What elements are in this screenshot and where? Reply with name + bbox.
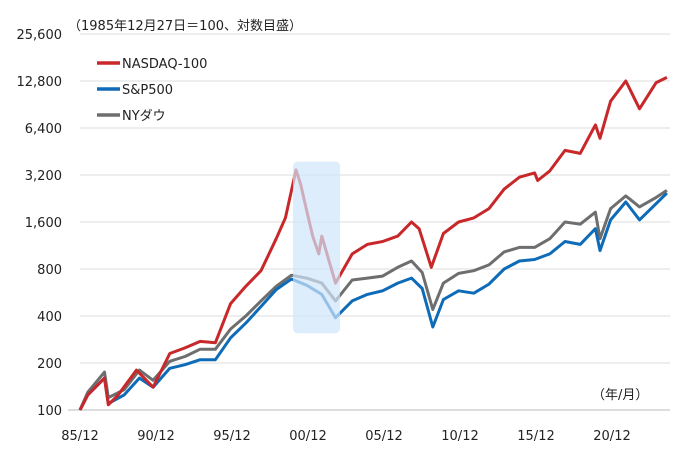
y-tick-label: 12,800 — [17, 75, 63, 90]
x-tick-label: 20/12 — [593, 429, 630, 444]
x-tick-label: 95/12 — [213, 429, 250, 444]
y-tick-label: 6,400 — [25, 122, 62, 137]
y-tick-label: 400 — [37, 310, 62, 325]
legend-label: NYダウ — [122, 109, 166, 124]
gridlines — [68, 33, 670, 411]
series-lines — [78, 76, 668, 411]
x-tick-label: 90/12 — [137, 429, 174, 444]
chart-subtitle: （1985年12月27日＝100、対数目盛） — [68, 19, 302, 34]
y-tick-label: 100 — [37, 404, 62, 419]
y-axis-ticks: 100 200 400 800 1,600 3,200 6,400 12,800 25,600 — [17, 28, 63, 419]
x-tick-label: 05/12 — [365, 429, 402, 444]
legend-label: S&P500 — [122, 83, 173, 98]
x-unit-label: （年/月） — [592, 388, 648, 403]
series-line — [78, 192, 668, 411]
series-line — [78, 76, 668, 411]
y-tick-label: 800 — [37, 263, 62, 278]
x-tick-label: 00/12 — [289, 429, 326, 444]
y-tick-label: 1,600 — [25, 216, 62, 231]
highlight-region — [292, 161, 341, 334]
x-tick-label: 15/12 — [517, 429, 554, 444]
legend: NASDAQ-100 S&P500 NYダウ — [97, 57, 207, 124]
x-tick-label: 85/12 — [61, 429, 98, 444]
y-tick-label: 200 — [37, 357, 62, 372]
legend-label: NASDAQ-100 — [122, 57, 207, 72]
series-line — [78, 189, 668, 411]
x-tick-label: 10/12 — [441, 429, 478, 444]
y-tick-label: 25,600 — [17, 28, 63, 43]
x-axis-ticks: 85/12 90/12 95/12 00/12 05/12 10/12 15/12 20/12 — [61, 429, 630, 444]
y-tick-label: 3,200 — [25, 169, 62, 184]
